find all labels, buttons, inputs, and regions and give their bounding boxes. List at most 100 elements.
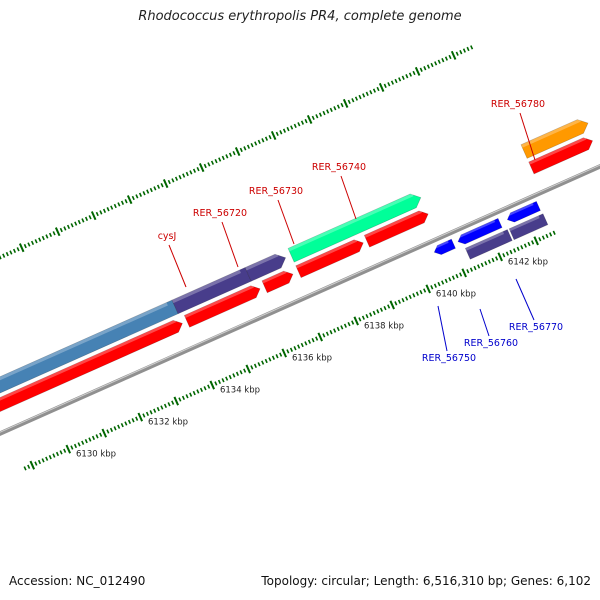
inner-minor-tick: [156, 406, 160, 412]
forward-cds-feature[interactable]: [528, 135, 595, 175]
inner-minor-tick: [336, 326, 340, 332]
outer-minor-tick: [426, 64, 430, 69]
backbone-highlight: [0, 127, 600, 454]
outer-minor-tick: [178, 175, 182, 180]
inner-minor-tick: [239, 370, 243, 375]
outer-minor-tick: [45, 234, 49, 239]
outer-minor-tick: [455, 51, 459, 56]
reverse-gene-label[interactable]: RER_56760: [464, 338, 518, 349]
forward-callout-line: [221, 221, 239, 268]
outer-minor-tick: [88, 215, 92, 220]
inner-minor-tick: [268, 357, 272, 362]
outer-minor-tick: [192, 168, 197, 173]
outer-minor-tick: [318, 112, 322, 117]
outer-minor-tick: [372, 88, 376, 93]
outer-minor-tick: [30, 240, 35, 246]
inner-minor-tick: [48, 455, 52, 460]
inner-minor-tick: [63, 448, 67, 453]
inner-minor-tick: [293, 346, 297, 351]
outer-major-tick: [414, 66, 421, 76]
inner-minor-tick: [549, 232, 553, 237]
outer-minor-tick: [27, 242, 31, 247]
outer-minor-tick: [434, 61, 438, 66]
feature-shine: [465, 231, 505, 251]
features-layer: [0, 116, 595, 437]
inner-minor-tick: [52, 453, 56, 458]
feature-shine: [509, 215, 540, 232]
inner-major-tick: [497, 252, 503, 262]
reverse-gene-label[interactable]: RER_56750: [422, 353, 476, 364]
rer-56740-gene-feature[interactable]: [287, 191, 424, 263]
outer-minor-tick: [131, 195, 135, 201]
forward-gene-label[interactable]: RER_56720: [193, 208, 247, 219]
forward-cds-feature[interactable]: [261, 268, 296, 294]
inner-minor-tick: [523, 243, 527, 248]
forward-cds-feature[interactable]: [183, 283, 262, 328]
inner-minor-tick: [433, 283, 437, 288]
inner-minor-tick: [106, 429, 110, 434]
inner-minor-tick: [408, 294, 412, 300]
outer-minor-tick: [12, 248, 17, 254]
feature-shape: [457, 218, 503, 245]
feature-shape: [287, 193, 422, 263]
scale-tick-label: 6134 kbp: [220, 386, 260, 396]
outer-minor-tick: [268, 134, 272, 140]
inner-major-tick: [425, 284, 431, 294]
forward-cds-feature[interactable]: [0, 317, 185, 437]
inner-minor-tick: [340, 325, 344, 330]
inner-minor-tick: [297, 344, 301, 349]
outer-minor-tick: [214, 158, 218, 164]
inner-minor-tick: [55, 451, 60, 457]
reverse-cds-feature[interactable]: [455, 218, 503, 246]
inner-minor-tick: [181, 395, 186, 401]
outer-minor-tick: [146, 189, 150, 194]
inner-minor-tick: [304, 341, 308, 346]
forward-cds-feature[interactable]: [295, 237, 366, 279]
backbone-layer: [0, 127, 600, 457]
inner-minor-tick: [117, 424, 121, 429]
inner-minor-tick: [286, 349, 290, 354]
outer-minor-tick: [322, 110, 326, 116]
outer-minor-tick: [120, 200, 125, 205]
inner-minor-tick: [120, 422, 124, 428]
forward-gene-label[interactable]: RER_56730: [249, 186, 303, 197]
rer-56720-gene-feature[interactable]: [244, 251, 289, 282]
outer-minor-tick: [246, 144, 251, 149]
inner-minor-tick: [84, 438, 88, 444]
inner-minor-tick: [163, 403, 168, 409]
forward-cds-feature[interactable]: [363, 208, 430, 248]
forward-gene-label[interactable]: RER_56780: [491, 99, 545, 110]
inner-minor-tick: [192, 390, 196, 396]
reverse-cds-feature[interactable]: [432, 238, 456, 257]
inner-minor-tick: [397, 299, 401, 304]
outer-minor-tick: [66, 224, 71, 229]
outer-major-tick: [162, 179, 169, 189]
inner-minor-tick: [243, 368, 247, 373]
inner-tick-row: [23, 230, 556, 471]
rer-56760-gene-feature[interactable]: [464, 229, 513, 260]
reverse-cds-feature[interactable]: [505, 200, 541, 224]
outer-minor-tick: [189, 170, 193, 175]
inner-minor-tick: [415, 291, 419, 296]
inner-major-tick: [29, 460, 36, 470]
outer-minor-tick: [48, 232, 53, 238]
feature-shape: [295, 239, 364, 279]
inner-minor-tick: [145, 411, 150, 417]
forward-gene-label[interactable]: RER_56740: [312, 162, 366, 173]
reverse-gene-label[interactable]: RER_56770: [509, 322, 563, 333]
inner-minor-tick: [495, 256, 499, 261]
inner-major-tick: [389, 300, 395, 310]
outer-minor-tick: [203, 163, 207, 169]
inner-minor-tick: [333, 328, 337, 333]
inner-minor-tick: [185, 394, 189, 399]
inner-minor-tick: [505, 251, 509, 256]
outer-minor-tick: [142, 191, 146, 196]
forward-gene-label[interactable]: cysJ: [158, 231, 177, 242]
rer-56780-gene-feature[interactable]: [520, 116, 591, 159]
inner-minor-tick: [95, 434, 99, 439]
rer-56770-gene-feature[interactable]: [508, 213, 549, 241]
outer-minor-tick: [383, 83, 387, 88]
outer-minor-tick: [376, 86, 380, 92]
outer-minor-tick: [279, 130, 283, 135]
scale-tick-label: 6142 kbp: [508, 257, 548, 267]
